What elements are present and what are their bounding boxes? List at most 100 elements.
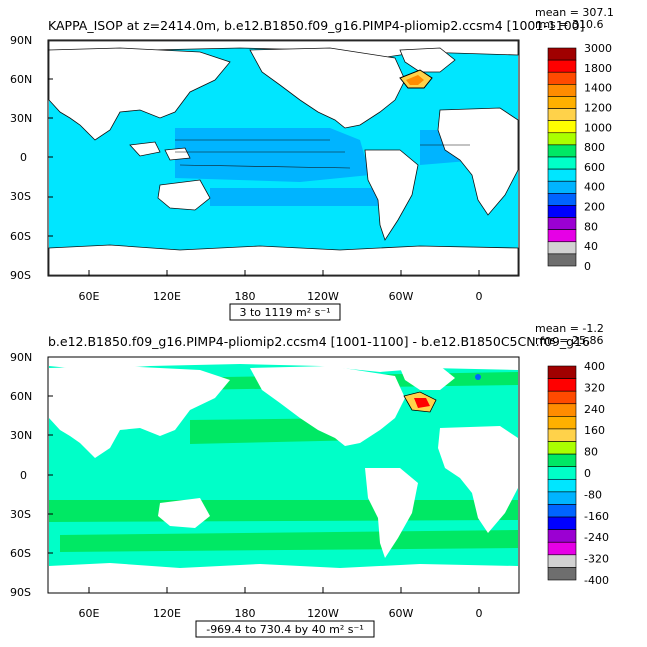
colorbar-label: 240	[584, 403, 605, 416]
southern-band-2	[60, 530, 518, 552]
colorbar-label: 1000	[584, 121, 612, 134]
mean-label: mean = 307.1	[535, 6, 614, 19]
colorbar-swatch	[547, 554, 577, 568]
lat-axis: 90N 60N 30N 0 30S 60S 90S	[10, 34, 32, 282]
colorbar-swatch	[547, 504, 577, 518]
colorbar-swatch	[547, 229, 577, 243]
lon-axis: 60E 120E 180 120W 60W 0	[79, 607, 483, 620]
pacific-band	[175, 128, 370, 182]
colorbar-label: 3000	[584, 42, 612, 55]
colorbar-label: 1800	[584, 62, 612, 75]
colorbar-label: -400	[584, 574, 609, 587]
colorbar-swatch	[547, 241, 577, 255]
rms-label: rms = 310.6	[535, 18, 603, 31]
contours	[175, 139, 470, 169]
colorbar-label: 0	[584, 467, 591, 480]
lat-label: 0	[20, 151, 27, 164]
lon-label: 180	[235, 290, 256, 303]
colorbar-label: 800	[584, 141, 605, 154]
south-pacific-band	[210, 188, 390, 206]
colorbar-swatch	[547, 144, 577, 158]
colorbar-swatch	[547, 253, 577, 267]
map-area	[47, 39, 520, 277]
colorbar-label: 600	[584, 161, 605, 174]
colorbar-swatch	[547, 71, 577, 85]
panel-top: KAPPA_ISOP at z=2414.0m, b.e12.B1850.f09…	[10, 6, 614, 321]
lat-label: 60S	[10, 547, 31, 560]
colorbar-swatch	[547, 193, 577, 206]
colorbar-swatch	[547, 541, 577, 556]
colorbar-swatch	[547, 516, 577, 530]
lat-label: 30N	[10, 429, 32, 442]
colorbar-label: 0	[584, 260, 591, 273]
colorbar-label: 80	[584, 446, 598, 459]
colorbar-swatch	[547, 84, 577, 97]
lon-label: 180	[235, 607, 256, 620]
colorbar-label: -240	[584, 531, 609, 544]
greenland-hotspot	[399, 69, 433, 89]
southern-band	[49, 500, 518, 522]
panel-title: b.e12.B1850.f09_g16.PIMP4-pliomip2.ccsm4…	[48, 334, 590, 349]
mean-label: mean = -1.2	[535, 322, 604, 335]
lon-label: 0	[476, 607, 483, 620]
colorbar-swatch	[547, 47, 577, 61]
colorbar-swatch	[547, 156, 577, 170]
colorbar-label: 400	[584, 360, 605, 373]
colorbar-swatch	[547, 453, 577, 468]
lat-label: 30S	[10, 508, 31, 521]
colorbar-swatch	[547, 180, 577, 194]
greenland-hotspot	[403, 374, 481, 413]
colorbar-label: 80	[584, 220, 598, 233]
lon-label: 0	[476, 290, 483, 303]
colorbar-swatch	[547, 365, 577, 379]
range-box: -969.4 to 730.4 by 40 m² s⁻¹	[195, 620, 375, 638]
lat-label: 30S	[10, 190, 31, 203]
lon-label: 60E	[79, 290, 100, 303]
colorbar-swatch	[547, 567, 577, 581]
lat-label: 60S	[10, 230, 31, 243]
colorbar-label: 320	[584, 381, 605, 394]
lon-axis: 60E 120E 180 120W 60W 0	[79, 290, 483, 303]
colorbar-swatch	[547, 120, 577, 134]
colorbar-swatch	[547, 466, 577, 480]
range-label: 3 to 1119 m² s⁻¹	[239, 306, 330, 319]
colorbar-label: 400	[584, 181, 605, 194]
land-masses	[49, 358, 518, 592]
colorbar-label: 40	[584, 240, 598, 253]
lat-label: 90S	[10, 586, 31, 599]
lat-label: 30N	[10, 112, 32, 125]
rms-label: rms = 25.86	[535, 334, 603, 347]
lon-label: 60W	[389, 290, 414, 303]
lon-label: 120E	[153, 290, 181, 303]
colorbar-swatch	[547, 403, 577, 417]
colorbar-swatch	[547, 96, 577, 109]
colorbar: 400 320 240 160 80 0 -80 -160 -240 -320 -400	[547, 360, 609, 587]
colorbar-label: -320	[584, 553, 609, 566]
lat-label: 90N	[10, 351, 32, 364]
lat-label: 60N	[10, 73, 32, 86]
lat-axis: 90N 60N 30N 0 30S 60S 90S	[10, 351, 32, 599]
ticks	[48, 78, 480, 276]
colorbar-swatch	[547, 529, 577, 543]
panel-title: KAPPA_ISOP at z=2414.0m, b.e12.B1850.f09…	[48, 18, 585, 33]
colorbar-label: -80	[584, 488, 602, 501]
colorbar-swatch	[547, 428, 577, 442]
colorbar-swatch	[547, 168, 577, 182]
range-box: 3 to 1119 m² s⁻¹	[229, 303, 341, 321]
colorbar-swatch	[547, 441, 577, 455]
lon-label: 60E	[79, 607, 100, 620]
colorbar-swatch	[547, 390, 577, 405]
lat-label: 90N	[10, 34, 32, 47]
map-area	[47, 356, 520, 594]
colorbar-swatch	[547, 491, 577, 505]
colorbar-swatch	[547, 478, 577, 493]
colorbar-swatch	[547, 217, 577, 230]
lat-label: 0	[20, 469, 27, 482]
colorbar-label: 1200	[584, 101, 612, 114]
lon-label: 120W	[307, 290, 339, 303]
lon-label: 60W	[389, 607, 414, 620]
lon-label: 120W	[307, 607, 339, 620]
colorbar-swatch	[547, 59, 577, 73]
